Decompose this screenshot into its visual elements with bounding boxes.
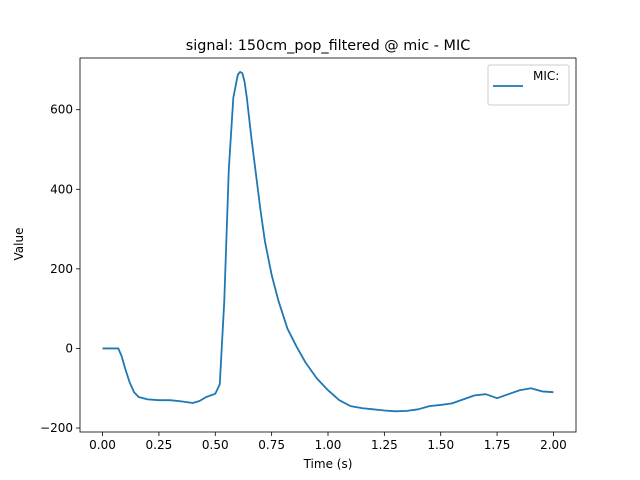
legend: MIC: — [487, 64, 570, 106]
series-line — [102, 71, 554, 413]
x-tick-label: 1.75 — [484, 438, 511, 452]
x-tick-label: 1.25 — [371, 438, 398, 452]
legend-label: MIC: — [533, 69, 559, 83]
x-tick-label: 1.50 — [427, 438, 454, 452]
y-tick-label: 600 — [50, 103, 73, 117]
x-axis-label: Time (s) — [303, 457, 353, 471]
y-axis-label: Value — [12, 228, 26, 261]
x-tick-label: 0.75 — [258, 438, 285, 452]
y-tick-label: 0 — [65, 341, 73, 355]
y-tick-label: −200 — [40, 421, 73, 435]
legend-box — [487, 64, 570, 106]
x-tick-label: 1.00 — [315, 438, 342, 452]
y-tick-label: 200 — [50, 262, 73, 276]
x-tick-label: 2.00 — [540, 438, 567, 452]
x-tick-label: 0.50 — [202, 438, 229, 452]
x-tick-label: 0.25 — [146, 438, 173, 452]
y-tick-label: 400 — [50, 182, 73, 196]
chart-title: signal: 150cm_pop_filtered @ mic - MIC — [186, 38, 471, 54]
x-tick-label: 0.00 — [89, 438, 116, 452]
